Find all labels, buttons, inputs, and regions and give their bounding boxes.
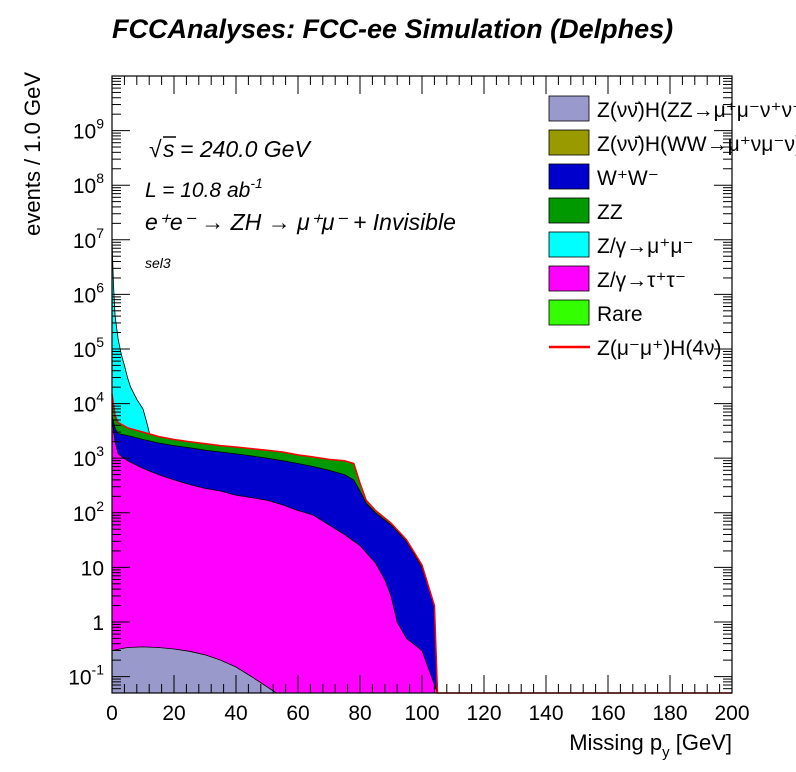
x-tick-label: 180 — [652, 702, 687, 725]
legend-swatch — [548, 265, 590, 292]
legend-label: ZZ — [597, 201, 623, 224]
legend-item: Z(νν̄)H(WW→μ⁺νμ⁻ν) — [548, 129, 796, 156]
y-tick-label: 10 — [81, 557, 104, 580]
legend-item: ZZ — [548, 197, 623, 224]
y-tick-label: 1 — [92, 612, 104, 635]
y-tick-labels: 10-1 1 10 102 103 104 105 106 107 108 109 — [68, 116, 104, 690]
process-annotation: e⁺e⁻ → ZH → μ⁺μ⁻ + Invisible — [145, 209, 456, 235]
y-tick-label: 108 — [73, 170, 104, 198]
x-tick-label: 200 — [714, 702, 749, 725]
y-tick-label: 109 — [73, 116, 104, 144]
legend-label: Z(μ⁻μ⁺)H(4ν) — [597, 337, 722, 360]
legend-item: Rare — [548, 299, 643, 326]
y-tick-label: 106 — [73, 279, 104, 307]
y-tick-label: 102 — [73, 498, 104, 526]
series-fill-0 — [111, 646, 278, 694]
series-fill-1 — [111, 419, 439, 694]
x-tick-label: 80 — [348, 702, 371, 725]
y-tick-label: 104 — [73, 389, 104, 417]
y-tick-label: 105 — [73, 334, 104, 362]
legend-item: Z(νν̄)H(ZZ→μ⁺μ⁻ν⁺ν⁻) — [548, 95, 796, 122]
legend-swatch — [548, 299, 590, 326]
legend-item: Z/γ→τ⁺τ⁻ — [548, 265, 686, 292]
lumi-annotation: L = 10.8 ab-1 — [145, 175, 263, 202]
x-tick-label: 40 — [224, 702, 247, 725]
legend-item: Z/γ→μ⁺μ⁻ — [548, 231, 694, 258]
legend-label: Z(νν̄)H(WW→μ⁺νμ⁻ν) — [597, 133, 796, 156]
x-tick-label: 140 — [528, 702, 563, 725]
selection-annotation: sel3 — [145, 255, 171, 271]
x-tick-label: 120 — [466, 702, 501, 725]
legend-label: Z(νν̄)H(ZZ→μ⁺μ⁻ν⁺ν⁻) — [597, 99, 796, 122]
plot-title: FCCAnalyses: FCC-ee Simulation (Delphes) — [112, 14, 674, 44]
signal-line — [111, 393, 732, 694]
y-tick-label: 10-1 — [68, 662, 104, 690]
x-tick-label: 20 — [162, 702, 185, 725]
legend-label: Z/γ→μ⁺μ⁻ — [597, 235, 694, 258]
series-fills — [111, 239, 732, 694]
legend-item: W⁺W⁻ — [548, 163, 659, 190]
legend-label: Rare — [597, 303, 643, 326]
x-tick-label: 160 — [590, 702, 625, 725]
y-axis-label: events / 1.0 GeV — [20, 72, 45, 236]
x-tick-label: 60 — [286, 702, 309, 725]
annotations: √ s = 240.0 GeV L = 10.8 ab-1 e⁺e⁻ → ZH … — [145, 136, 456, 271]
y-tick-label: 103 — [73, 443, 104, 471]
legend-label: Z/γ→τ⁺τ⁻ — [597, 269, 686, 292]
legend-swatch — [548, 129, 590, 156]
legend-swatch — [548, 197, 590, 224]
axis-ticks — [111, 76, 733, 694]
sqrt-s-symbol: √ — [149, 136, 162, 162]
sqrt-s-annotation: √ s = 240.0 GeV — [149, 136, 312, 162]
x-tick-labels: 0 20 40 60 80 100 120 140 160 180 200 — [106, 702, 749, 725]
legend-item: Z(μ⁻μ⁺)H(4ν) — [549, 337, 722, 360]
legend-swatch — [548, 163, 590, 190]
legend-swatch — [548, 231, 590, 258]
sqrt-s-value: = 240.0 GeV — [180, 136, 312, 162]
legend: Z(νν̄)H(ZZ→μ⁺μ⁻ν⁺ν⁻) Z(νν̄)H(WW→μ⁺νμ⁻ν) W⁺… — [548, 95, 796, 360]
x-axis-label: Missing py [GeV] — [569, 730, 732, 761]
x-tick-label: 100 — [404, 702, 439, 725]
legend-swatch — [548, 95, 590, 122]
sqrt-s-var: s — [163, 136, 175, 162]
legend-label: W⁺W⁻ — [597, 167, 659, 190]
y-tick-label: 107 — [73, 225, 104, 253]
x-tick-label: 0 — [106, 702, 118, 725]
